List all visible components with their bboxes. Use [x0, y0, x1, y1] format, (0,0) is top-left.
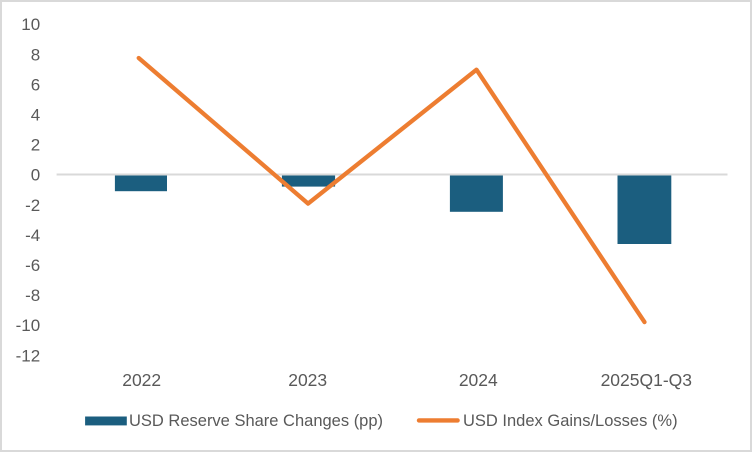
svg-text:USD Index Gains/Losses (%): USD Index Gains/Losses (%) — [463, 412, 678, 430]
svg-text:-8: -8 — [25, 286, 40, 305]
svg-text:2: 2 — [31, 136, 40, 155]
svg-text:-4: -4 — [25, 226, 40, 245]
svg-text:6: 6 — [31, 75, 40, 94]
svg-text:10: 10 — [21, 15, 40, 34]
svg-text:0: 0 — [31, 166, 40, 185]
svg-text:2025Q1-Q3: 2025Q1-Q3 — [601, 370, 692, 390]
svg-text:USD Reserve Share Changes (pp): USD Reserve Share Changes (pp) — [129, 412, 383, 430]
svg-text:8: 8 — [31, 45, 40, 64]
svg-text:2024: 2024 — [459, 370, 498, 390]
svg-text:-10: -10 — [16, 316, 41, 335]
svg-text:-6: -6 — [25, 256, 40, 275]
svg-text:2023: 2023 — [288, 370, 327, 390]
svg-text:-12: -12 — [16, 346, 41, 365]
svg-text:-2: -2 — [25, 196, 40, 215]
svg-text:2022: 2022 — [122, 370, 161, 390]
svg-text:4: 4 — [31, 106, 40, 125]
